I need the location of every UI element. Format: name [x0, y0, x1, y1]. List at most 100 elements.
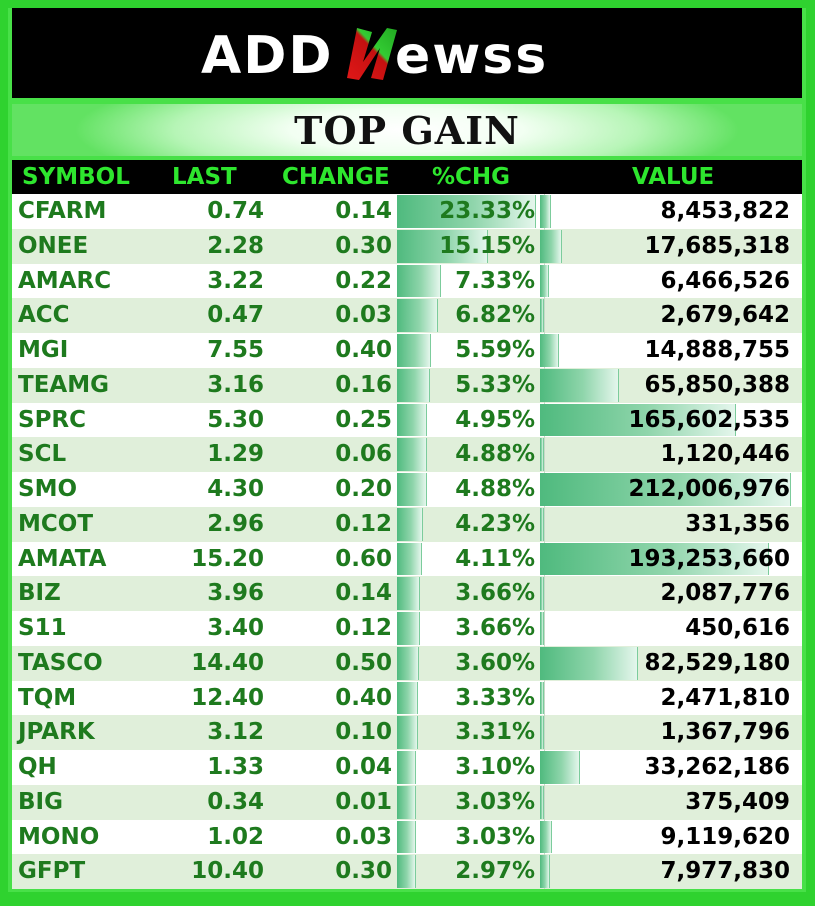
value-text: 165,602,535 — [628, 406, 790, 433]
value-text: 331,356 — [685, 510, 790, 537]
change-cell: 0.50 — [335, 649, 392, 676]
table-row[interactable]: AMATA 15.20 0.60 4.11% 193,253,660 — [12, 541, 802, 577]
last-cell: 10.40 — [191, 858, 264, 885]
pct-text: 6.82% — [455, 302, 535, 329]
pct-bar — [397, 403, 427, 437]
pct-bar — [397, 299, 438, 332]
symbol-cell: SCL — [18, 441, 67, 468]
table-row[interactable]: SCL 1.29 0.06 4.88% 1,120,446 — [12, 437, 802, 472]
column-divider — [544, 298, 545, 333]
change-cell: 0.16 — [335, 371, 392, 398]
table-header: SYMBOL LAST CHANGE %CHG VALUE — [12, 160, 802, 194]
value-cell: 212,006,976 — [540, 472, 791, 507]
value-cell: 2,087,776 — [540, 576, 790, 611]
table-row[interactable]: QH 1.33 0.04 3.10% 33,262,186 — [12, 750, 802, 785]
change-cell: 0.30 — [335, 858, 392, 885]
symbol-cell: AMARC — [18, 267, 112, 294]
pct-text: 4.95% — [455, 406, 535, 433]
value-bar — [540, 229, 562, 263]
value-text: 82,529,180 — [644, 649, 790, 676]
value-cell: 193,253,660 — [540, 542, 790, 577]
table-row[interactable]: BIG 0.34 0.01 3.03% 375,409 — [12, 784, 802, 820]
change-cell: 0.60 — [335, 545, 392, 572]
table-row[interactable]: ONEE 2.28 0.30 15.15% 17,685,318 — [12, 228, 802, 264]
change-cell: 0.01 — [335, 788, 392, 815]
symbol-cell: CFARM — [18, 198, 107, 224]
change-cell: 0.25 — [335, 406, 392, 433]
value-bar — [540, 577, 544, 610]
change-cell: 0.22 — [335, 267, 392, 294]
value-text: 450,616 — [685, 615, 790, 641]
last-cell: 3.16 — [207, 371, 264, 398]
table-row[interactable]: MGI 7.55 0.40 5.59% 14,888,755 — [12, 333, 802, 368]
change-cell: 0.04 — [335, 754, 392, 780]
value-text: 2,471,810 — [660, 684, 791, 711]
brand-add: ADD — [201, 26, 334, 86]
pct-cell: 15.15% — [397, 229, 535, 264]
pct-bar — [397, 334, 431, 367]
col-header-change: CHANGE — [282, 164, 390, 190]
value-text: 14,888,755 — [644, 337, 790, 363]
column-divider — [544, 784, 545, 820]
pct-cell: 4.88% — [397, 472, 535, 507]
table-row[interactable]: SMO 4.30 0.20 4.88% 212,006,976 — [12, 472, 802, 507]
table-row[interactable]: CFARM 0.74 0.14 23.33% 8,453,822 — [12, 194, 802, 229]
column-divider — [544, 437, 545, 472]
pct-text: 3.66% — [455, 615, 535, 641]
value-cell: 1,120,446 — [540, 437, 790, 472]
value-cell: 65,850,388 — [540, 368, 790, 403]
change-cell: 0.12 — [335, 615, 392, 641]
value-bar — [540, 785, 544, 819]
value-cell: 375,409 — [540, 785, 790, 820]
value-cell: 9,119,620 — [540, 820, 790, 855]
value-bar — [540, 334, 559, 367]
pct-cell: 3.31% — [397, 715, 535, 750]
table-row[interactable]: S11 3.40 0.12 3.66% 450,616 — [12, 611, 802, 646]
table-row[interactable]: JPARK 3.12 0.10 3.31% 1,367,796 — [12, 715, 802, 750]
pct-bar — [397, 368, 430, 402]
value-cell: 450,616 — [540, 611, 790, 646]
pct-bar — [397, 507, 423, 541]
table-row[interactable]: SPRC 5.30 0.25 4.95% 165,602,535 — [12, 402, 802, 438]
value-cell: 2,471,810 — [540, 681, 790, 716]
pct-bar — [397, 855, 416, 888]
last-cell: 0.34 — [207, 788, 264, 815]
value-cell: 7,977,830 — [540, 854, 790, 889]
value-bar — [540, 820, 552, 854]
table-row[interactable]: GFPT 10.40 0.30 2.97% 7,977,830 — [12, 854, 802, 889]
change-cell: 0.06 — [335, 441, 392, 468]
value-cell: 331,356 — [540, 507, 790, 542]
pct-cell: 5.33% — [397, 368, 535, 403]
table-row[interactable]: BIZ 3.96 0.14 3.66% 2,087,776 — [12, 576, 802, 611]
page-title: TOP GAIN — [294, 107, 520, 153]
pct-cell: 2.97% — [397, 854, 535, 889]
table-row[interactable]: TQM 12.40 0.40 3.33% 2,471,810 — [12, 680, 802, 716]
change-cell: 0.30 — [335, 232, 392, 259]
table-row[interactable]: TEAMG 3.16 0.16 5.33% 65,850,388 — [12, 367, 802, 403]
table-row[interactable]: TASCO 14.40 0.50 3.60% 82,529,180 — [12, 645, 802, 681]
last-cell: 4.30 — [207, 476, 264, 502]
value-cell: 33,262,186 — [540, 750, 790, 785]
value-cell: 1,367,796 — [540, 715, 790, 750]
value-text: 193,253,660 — [628, 545, 790, 572]
last-cell: 0.47 — [207, 302, 264, 329]
last-cell: 15.20 — [191, 545, 264, 572]
last-cell: 3.12 — [207, 719, 264, 746]
symbol-cell: MCOT — [18, 510, 94, 537]
value-text: 8,453,822 — [660, 198, 791, 224]
change-cell: 0.10 — [335, 719, 392, 746]
last-cell: 1.02 — [207, 823, 264, 850]
table-row[interactable]: MCOT 2.96 0.12 4.23% 331,356 — [12, 506, 802, 542]
col-header-last: LAST — [172, 164, 237, 190]
value-cell: 6,466,526 — [540, 264, 790, 299]
pct-cell: 7.33% — [397, 264, 535, 299]
brand-logo: ADD ewss — [201, 26, 546, 86]
table-row[interactable]: MONO 1.02 0.03 3.03% 9,119,620 — [12, 819, 802, 855]
symbol-cell: TASCO — [18, 649, 103, 676]
table-row[interactable]: ACC 0.47 0.03 6.82% 2,679,642 — [12, 298, 802, 333]
table-row[interactable]: AMARC 3.22 0.22 7.33% 6,466,526 — [12, 263, 802, 299]
change-cell: 0.12 — [335, 510, 392, 537]
value-bar — [540, 646, 638, 680]
last-cell: 3.40 — [207, 615, 264, 641]
col-header-value: VALUE — [632, 164, 715, 190]
